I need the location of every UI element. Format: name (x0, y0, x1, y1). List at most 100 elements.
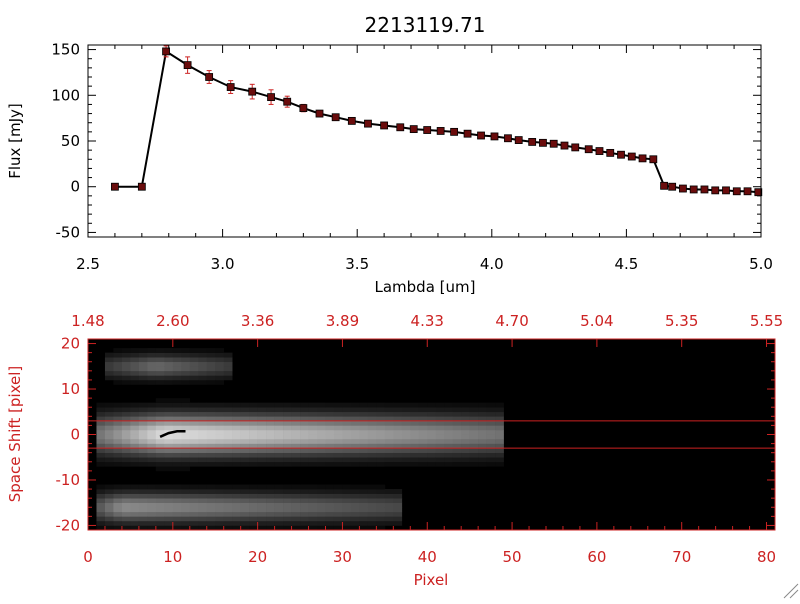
heatmap-cell (342, 425, 352, 431)
heatmap-cell (138, 452, 148, 458)
heatmap-cell (155, 361, 165, 367)
heatmap-cell (147, 461, 157, 467)
heatmap-cell (393, 416, 403, 422)
heatmap-cell (164, 366, 174, 372)
heatmap-cell (215, 352, 225, 358)
heatmap-cell (359, 493, 369, 499)
data-point (267, 93, 275, 102)
heatmap-cell (121, 429, 131, 435)
heatmap-cell (342, 461, 352, 467)
heatmap-cell (189, 484, 199, 490)
top-tick-label: 3.89 (326, 312, 359, 330)
x-tick-label: 5.0 (749, 255, 773, 273)
heatmap-cell (147, 361, 157, 367)
heatmap-cell (495, 439, 504, 444)
heatmap-cell (478, 461, 487, 467)
heatmap-cell (359, 439, 369, 444)
heatmap-cell (359, 511, 369, 517)
heatmap-cell (138, 520, 148, 526)
heatmap-cell (138, 461, 148, 467)
heatmap-cell (495, 411, 504, 417)
heatmap-cell (376, 457, 386, 463)
heatmap-cell (249, 520, 258, 526)
heatmap-cell (452, 420, 462, 426)
heatmap-cell (452, 452, 462, 458)
heatmap-cell (359, 407, 369, 413)
heatmap-cell (427, 457, 437, 463)
heatmap-cell (410, 420, 420, 426)
heatmap-cell (147, 457, 157, 463)
heatmap-cell (274, 502, 284, 508)
heatmap-cell (130, 429, 140, 435)
heatmap-cell (223, 370, 233, 376)
heatmap-cell (138, 511, 148, 517)
heatmap-cell (198, 484, 208, 490)
heatmap-cell (486, 448, 496, 453)
heatmap-cell (138, 439, 148, 444)
data-point (396, 123, 405, 132)
heatmap-cell (418, 457, 428, 463)
heatmap-cell (164, 439, 174, 444)
heatmap-cell (249, 511, 258, 517)
heatmap-cell (266, 443, 275, 449)
heatmap-cell (240, 461, 250, 467)
heatmap-cell (401, 420, 411, 426)
data-point (205, 73, 214, 81)
heatmap-cell (300, 525, 309, 531)
heatmap-cell (274, 498, 284, 504)
heatmap-cell (308, 507, 318, 513)
heatmap-cell (367, 443, 377, 449)
heatmap-cell (198, 402, 208, 408)
heatmap-cell (283, 457, 292, 463)
heatmap-cell (232, 448, 241, 453)
heatmap-cell (333, 443, 343, 449)
x-tick-label: 80 (757, 548, 776, 566)
heatmap-cell (300, 511, 309, 517)
heatmap-cell (113, 420, 123, 426)
heatmap-cell (130, 502, 140, 508)
heatmap-cell (172, 366, 182, 372)
heatmap-cell (164, 416, 174, 422)
heatmap-cell (308, 525, 318, 531)
resize-grip-icon[interactable] (783, 583, 799, 599)
heatmap-cell (138, 434, 148, 440)
heatmap-cell (121, 520, 131, 526)
heatmap-cell (444, 402, 454, 408)
heatmap-cell (469, 448, 479, 453)
heatmap-cell (223, 448, 233, 453)
x-tick-label: 50 (503, 548, 522, 566)
heatmap-cell (359, 402, 369, 408)
y-tick-label: -10 (56, 471, 81, 489)
heatmap-cell (147, 366, 157, 372)
y-tick-label: 10 (61, 380, 80, 398)
heatmap-cell (317, 452, 326, 458)
heatmap-cell (274, 407, 284, 413)
heatmap-cell (486, 452, 496, 458)
heatmap-cell (181, 484, 191, 490)
heatmap-cell (486, 429, 496, 435)
heatmap-cell (223, 439, 233, 444)
heatmap-cell (104, 489, 114, 494)
heatmap-cell (359, 507, 369, 513)
heatmap-cell (232, 416, 241, 422)
heatmap-cell (96, 439, 106, 444)
heatmap-cell (300, 429, 309, 435)
heatmap-cell (291, 407, 301, 413)
heatmap-cell (189, 361, 199, 367)
heatmap-cell (325, 489, 335, 494)
heatmap-cell (376, 516, 386, 522)
data-point (409, 125, 418, 134)
heatmap-cell (104, 402, 114, 408)
heatmap-cell (104, 439, 114, 444)
heatmap-cell (240, 402, 250, 408)
heatmap-cell (155, 443, 165, 449)
heatmap-cell (155, 439, 165, 444)
heatmap-cell (317, 429, 326, 435)
heatmap-cell (325, 407, 335, 413)
heatmap-cell (181, 520, 191, 526)
heatmap-cell (274, 511, 284, 517)
heatmap-cell (495, 452, 504, 458)
heatmap-cell (96, 498, 106, 504)
heatmap-cell (495, 434, 504, 440)
heatmap-cell (486, 420, 496, 426)
